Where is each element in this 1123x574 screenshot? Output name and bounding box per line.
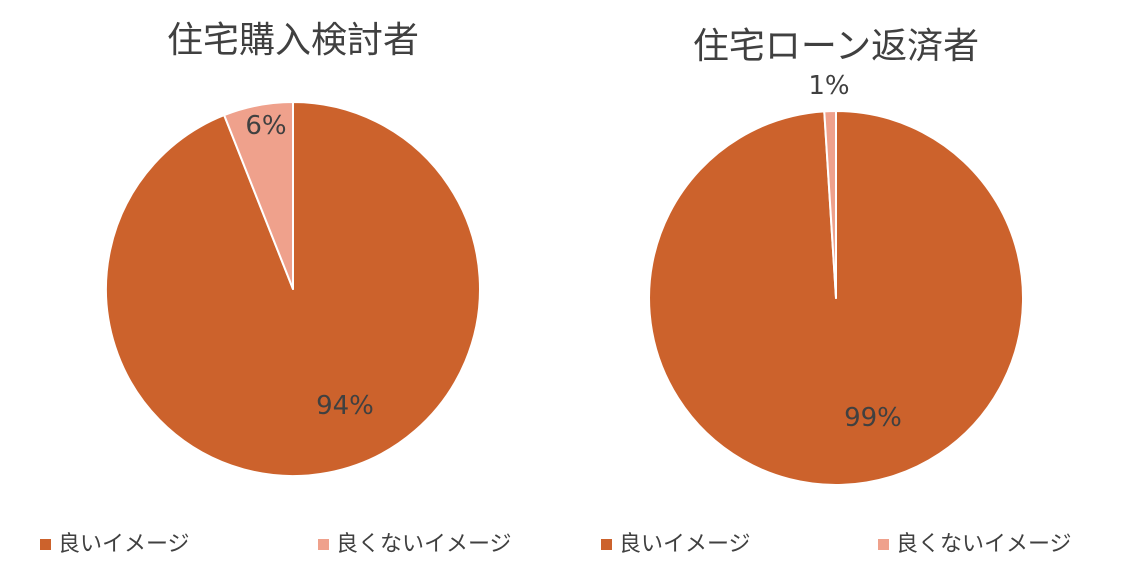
pie-chart-purchase-considerers: 住宅購入検討者 94% 6% 良いイメージ 良くないイメージ xyxy=(40,20,512,557)
chart-legend: 良いイメージ 良くないイメージ xyxy=(40,532,512,557)
legend-label-1: 良くないイメージ xyxy=(336,532,512,557)
pie-chart-loan-repayers: 住宅ローン返済者 99% 1% 良いイメージ 良くないイメージ xyxy=(601,26,1072,557)
data-label-1: 6% xyxy=(245,111,286,141)
chart-title: 住宅購入検討者 xyxy=(167,20,419,61)
pie-slices xyxy=(105,101,481,477)
legend-swatch-0 xyxy=(601,539,612,550)
chart-title: 住宅ローン返済者 xyxy=(693,26,979,67)
pie-slices xyxy=(648,110,1025,486)
pie-data-labels: 94% 6% xyxy=(245,111,374,421)
legend-swatch-1 xyxy=(318,539,329,550)
chart-legend: 良いイメージ 良くないイメージ xyxy=(601,532,1072,557)
pie-slice-1 xyxy=(823,110,837,299)
pie-data-labels: 99% 1% xyxy=(808,71,902,433)
pie-slice-1 xyxy=(223,101,294,290)
data-label-1: 1% xyxy=(808,71,849,101)
legend-swatch-1 xyxy=(878,539,889,550)
legend-label-1: 良くないイメージ xyxy=(896,532,1072,557)
legend-label-0: 良いイメージ xyxy=(619,532,751,557)
data-label-0: 99% xyxy=(844,403,902,433)
legend-label-0: 良いイメージ xyxy=(58,532,190,557)
legend-swatch-0 xyxy=(40,539,51,550)
data-label-0: 94% xyxy=(316,391,374,421)
